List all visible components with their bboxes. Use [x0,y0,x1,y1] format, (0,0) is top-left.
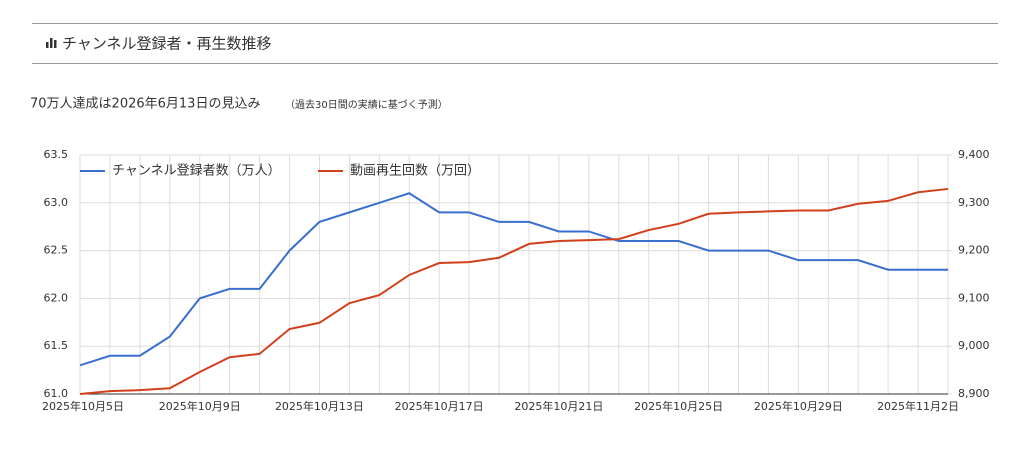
x-tick-label: 2025年10月5日 [42,399,124,413]
x-tick-label: 2025年10月17日 [395,399,484,413]
header-icon [46,38,57,48]
y-tick-label: 61.5 [44,339,69,352]
series-line [79,187,949,395]
plot: 61.0 61.5 62.0 62.5 63.0 63.5 8,900 9,000 9,100 9… [42,148,990,413]
legend-label: 動画再生回数（万回） [350,164,480,179]
y2-tick-label: 9,200 [958,244,990,257]
y-tick-label: 62.5 [44,244,69,257]
y2-tick-label: 9,000 [958,339,990,352]
x-tick-label: 2025年11月2日 [877,399,959,413]
subtitle: 70万人達成は2026年6月13日の見込み [30,97,260,112]
y2-tick-label: 9,400 [958,148,990,161]
header-title: チャンネル登録者・再生数推移 [62,35,272,53]
subtitle-note: （過去30日間の実績に基づく予測） [285,98,448,111]
y2-tick-label: 8,900 [958,387,990,400]
x-tick-label: 2025年10月9日 [159,399,241,413]
x-tick-label: 2025年10月29日 [754,399,843,413]
x-tick-label: 2025年10月25日 [634,399,723,413]
y-tick-label: 63.0 [44,196,69,209]
y-tick-label: 63.5 [44,148,69,161]
x-tick-label: 2025年10月21日 [514,399,603,413]
legend-label: チャンネル登録者数（万人） [112,164,281,179]
y2-tick-label: 9,300 [958,196,990,209]
y2-tick-label: 9,100 [958,291,990,304]
y-tick-label: 61.0 [44,387,69,400]
y-tick-label: 62.0 [44,291,69,304]
series-line [79,192,948,367]
x-tick-label: 2025年10月13日 [275,399,364,413]
